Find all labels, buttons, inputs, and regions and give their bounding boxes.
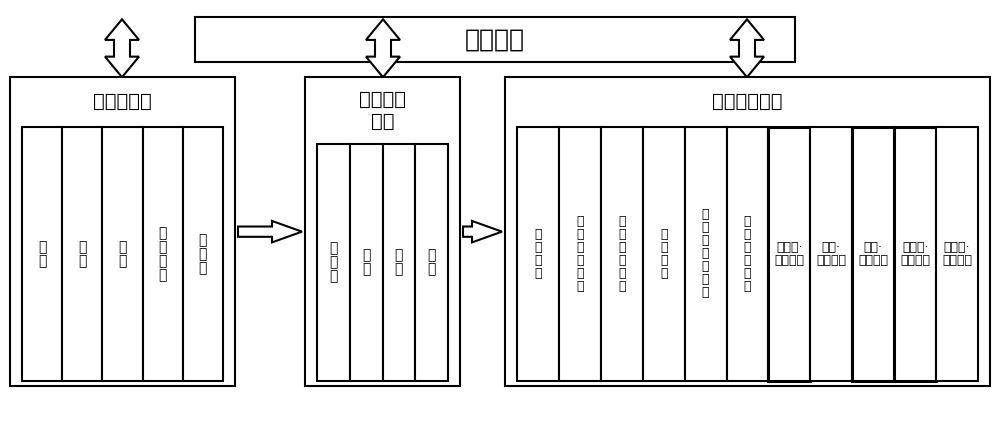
Bar: [10, 77, 235, 386]
Bar: [894, 127, 936, 381]
Text: 极
限
载
荷
吸
收
功: 极 限 载 荷 吸 收 功: [702, 208, 709, 299]
Bar: [852, 127, 894, 381]
Bar: [601, 127, 643, 381]
Text: 数据采集
系统: 数据采集 系统: [359, 90, 406, 131]
Polygon shape: [366, 19, 400, 77]
Bar: [143, 127, 183, 381]
Bar: [685, 127, 727, 381]
Polygon shape: [730, 19, 764, 77]
Text: 放
摇: 放 摇: [78, 240, 86, 268]
Bar: [810, 127, 852, 381]
Bar: [62, 127, 102, 381]
Text: 冲击力·
时间曲线: 冲击力· 时间曲线: [774, 241, 804, 267]
Text: 位
移: 位 移: [362, 248, 370, 276]
Bar: [183, 127, 223, 381]
Text: 冲
击
力: 冲 击 力: [329, 242, 338, 283]
Bar: [22, 127, 62, 381]
Bar: [505, 77, 990, 386]
Bar: [102, 127, 143, 381]
Text: 冲
击: 冲 击: [118, 240, 127, 268]
Polygon shape: [238, 221, 302, 242]
Text: 摇
角: 摇 角: [395, 248, 403, 276]
Bar: [350, 144, 382, 381]
Bar: [415, 144, 448, 381]
Text: 冲
击
速
度: 冲 击 速 度: [660, 228, 667, 280]
Text: 应
变: 应 变: [427, 248, 436, 276]
Text: 取
摇: 取 摇: [38, 240, 46, 268]
Bar: [768, 127, 810, 381]
Polygon shape: [463, 221, 502, 242]
Text: 位移·
时间曲线: 位移· 时间曲线: [858, 241, 888, 267]
Polygon shape: [105, 19, 139, 77]
Text: 冲击试验机: 冲击试验机: [93, 92, 152, 112]
Text: 总
冲
击
吸
收
功: 总 冲 击 吸 收 功: [744, 215, 751, 293]
Bar: [305, 77, 460, 386]
Bar: [517, 127, 559, 381]
Text: 吸收功·
时间曲线: 吸收功· 时间曲线: [942, 241, 972, 267]
Text: 速度·
时间曲线: 速度· 时间曲线: [816, 241, 846, 267]
Text: 冲击力·
位移曲线: 冲击力· 位移曲线: [900, 241, 930, 267]
Text: 安
全
销: 安 全 销: [199, 233, 207, 275]
Bar: [195, 17, 795, 62]
Text: 控制系统: 控制系统: [465, 28, 525, 51]
Text: 极
限
载
荷: 极 限 载 荷: [534, 228, 542, 280]
Bar: [317, 144, 350, 381]
Bar: [936, 127, 978, 381]
Bar: [382, 144, 415, 381]
Text: 二
次
取
摇: 二 次 取 摇: [159, 226, 167, 282]
Text: 数据处理系统: 数据处理系统: [712, 92, 783, 112]
Text: 最
大
剩
余
摇
角: 最 大 剩 余 摇 角: [618, 215, 626, 293]
Bar: [559, 127, 601, 381]
Bar: [727, 127, 768, 381]
Text: 极
限
载
荷
位
移: 极 限 载 荷 位 移: [576, 215, 584, 293]
Bar: [643, 127, 685, 381]
